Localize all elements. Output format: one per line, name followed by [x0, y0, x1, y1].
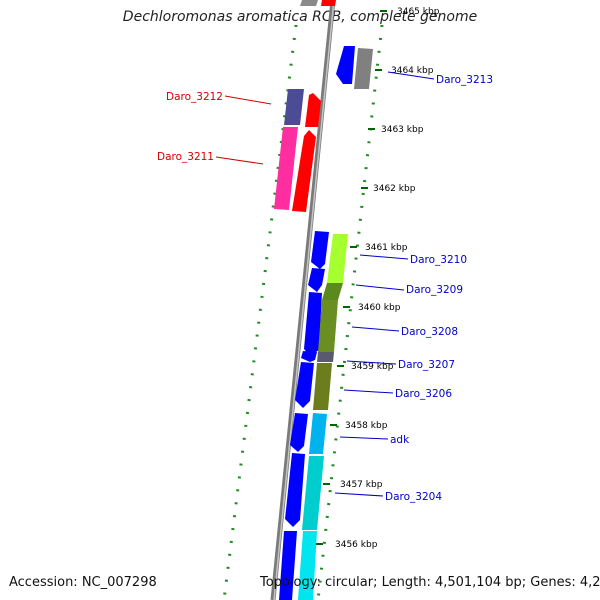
gene-arrow-daro-3213 — [336, 46, 355, 84]
tick-label: 3464 kbp — [391, 66, 434, 76]
gene-label-daro-3209[interactable]: Daro_3209 — [406, 284, 463, 296]
genome-summary-text: Topology: circular; Length: 4,501,104 bp… — [260, 575, 600, 590]
gene-arrow-partial — [300, 0, 318, 6]
gene-arrow-daro-3212-a — [284, 89, 304, 125]
gene-label-daro-3210[interactable]: Daro_3210 — [410, 254, 467, 266]
gene-arrow-daro-3204 — [285, 453, 305, 527]
tick-label: 3456 kbp — [335, 540, 378, 550]
gene-arrow-neighbor-3209 — [322, 283, 343, 300]
scale-ticks: 3465 kbp 3464 kbp 3463 kbp 3462 kbp 3461… — [316, 7, 440, 550]
gene-arrow-daro-3209 — [308, 268, 325, 292]
gene-arrow-daro-3210 — [311, 231, 329, 269]
gene-arrow-daro-3208 — [304, 292, 322, 356]
gene-arrow-neighbor-3210 — [327, 234, 348, 283]
gene-arrow-neighbor-3207 — [317, 352, 334, 362]
genome-backbone — [270, 0, 336, 600]
gene-label-daro-3213[interactable]: Daro_3213 — [436, 74, 493, 86]
gene-arrow-partial — [279, 531, 297, 600]
gene-label-daro-3206[interactable]: Daro_3206 — [395, 388, 452, 400]
gene-label-daro-3212[interactable]: Daro_3212 — [166, 91, 223, 103]
gene-label-daro-3204[interactable]: Daro_3204 — [385, 491, 442, 503]
genome-backbone-highlight — [273, 0, 335, 600]
gene-label-daro-3211[interactable]: Daro_3211 — [157, 151, 214, 163]
gene-arrow-daro-3207 — [301, 351, 317, 362]
gene-arrow-neighbor-3213 — [354, 48, 373, 89]
gene-arrow-neighbor-3204 — [302, 456, 324, 530]
right-dotted-guide — [316, 24, 384, 600]
gene-label-daro-3207[interactable]: Daro_3207 — [398, 359, 455, 371]
gene-arrow-daro-3211 — [292, 130, 316, 212]
tick-label: 3458 kbp — [345, 421, 388, 431]
gene-arrow-daro-3212 — [305, 93, 321, 127]
map-title: Dechloromonas aromatica RCB, complete ge… — [122, 9, 478, 25]
tick-label: 3459 kbp — [351, 362, 394, 372]
leader-lines — [215, 71, 435, 497]
gene-arrow-partial — [321, 0, 336, 6]
gene-arrow-partial — [298, 531, 317, 600]
tick-label: 3460 kbp — [358, 303, 401, 313]
tick-label: 3462 kbp — [373, 184, 416, 194]
gene-label-daro-3208[interactable]: Daro_3208 — [401, 326, 458, 338]
gene-arrow-adk — [290, 413, 308, 452]
tick-label: 3457 kbp — [340, 480, 383, 490]
gene-label-adk[interactable]: adk — [390, 434, 410, 446]
gene-arrow-neighbor-3208 — [318, 300, 338, 352]
left-dotted-guide — [222, 24, 298, 600]
tick-label: 3463 kbp — [381, 125, 424, 135]
gene-arrow-neighbor-3206 — [313, 363, 332, 410]
tick-label: 3465 kbp — [397, 7, 440, 17]
gene-arrow-daro-3211-a — [274, 127, 298, 210]
tick-label: 3461 kbp — [365, 243, 408, 253]
gene-arrow-daro-3206 — [295, 362, 314, 408]
gene-arrow-neighbor-adk — [309, 413, 327, 454]
accession-text: Accession: NC_007298 — [9, 575, 157, 590]
